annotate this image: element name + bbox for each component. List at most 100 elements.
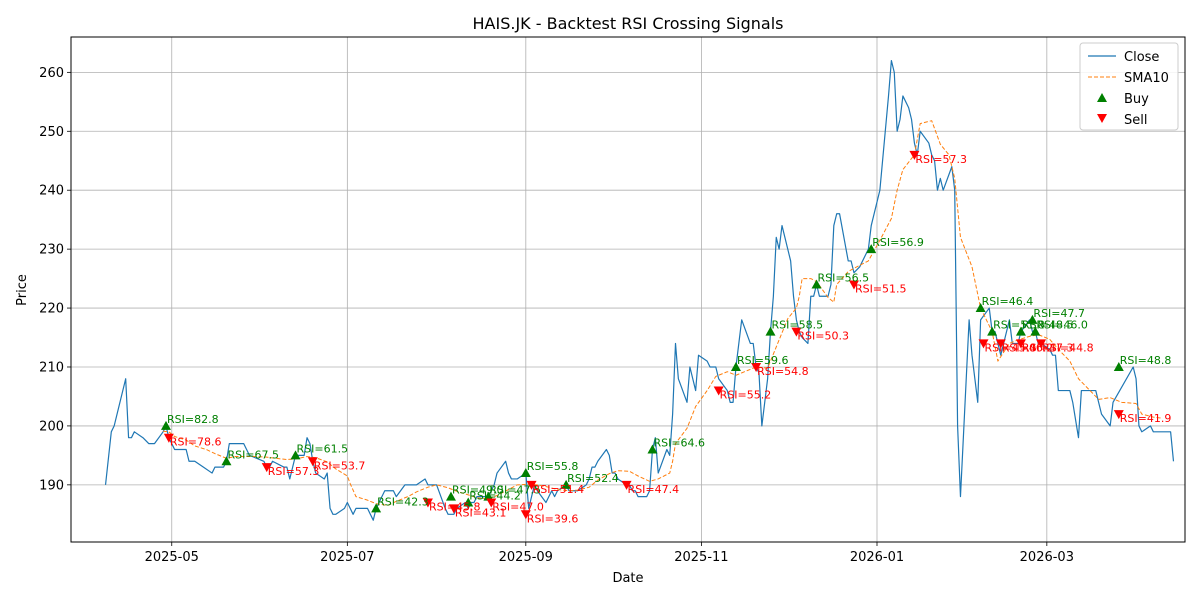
y-tick-label: 220 [39, 302, 64, 317]
buy-label: RSI=47.5 [489, 484, 541, 497]
buy-marker [445, 491, 456, 501]
sell-label: RSI=39.6 [527, 512, 579, 525]
y-tick-label: 230 [39, 243, 64, 258]
buy-label: RSI=52.4 [567, 472, 619, 485]
buy-label: RSI=44.2 [469, 490, 521, 503]
buy-label: RSI=64.6 [653, 436, 705, 449]
y-axis-label: Price [15, 274, 30, 306]
buy-marker [561, 479, 572, 489]
y-axis: 190 200 210 220 230 240 250 260 [39, 66, 71, 493]
sell-marker [163, 433, 174, 443]
buy-marker [463, 497, 474, 507]
buy-marker [221, 456, 232, 466]
x-tick-label: 2025-05 [145, 550, 199, 565]
buy-label: RSI=56.5 [818, 271, 870, 284]
labels-layer: RSI=82.8 RSI=67.5 RSI=61.5 RSI=42.3 RSI=49.0… [167, 153, 1171, 525]
sell-marker [978, 339, 989, 349]
sell-marker [1036, 339, 1047, 349]
buy-label: RSI=61.5 [297, 442, 349, 455]
buy-label: RSI=56.9 [872, 236, 924, 249]
legend: Close SMA10 Buy Sell [1079, 42, 1179, 131]
sell-label: RSI=41.9 [1120, 412, 1172, 425]
buy-marker [160, 420, 171, 430]
sell-label: RSI=57.3 [915, 153, 967, 166]
buy-marker [647, 444, 658, 454]
sell-label: RSI=55.2 [720, 389, 772, 402]
sell-label: RSI=54.8 [757, 365, 809, 378]
buy-marker [483, 491, 494, 501]
buy-label: RSI=46.4 [982, 295, 1034, 308]
buy-marker [811, 279, 822, 289]
x-axis: 2025-05 2025-07 2025-09 2025-11 2026-01 2026-… [145, 542, 1074, 565]
legend-close-label: Close [1124, 50, 1159, 65]
buy-label: RSI=67.5 [227, 448, 279, 461]
sell-label: RSI=47.3 [1022, 341, 1074, 354]
sell-marker [307, 457, 318, 467]
sell-marker [751, 362, 762, 372]
sell-label: RSI=78.6 [170, 436, 222, 449]
sell-marker [520, 510, 531, 520]
sell-marker [1113, 410, 1124, 420]
chart-title: HAIS.JK - Backtest RSI Crossing Signals [473, 14, 784, 33]
legend-sma-label: SMA10 [1124, 71, 1169, 86]
legend-sell-label: Sell [1124, 113, 1147, 128]
sell-marker [909, 150, 920, 160]
buy-label: RSI=51.8 [993, 319, 1045, 332]
sell-marker [848, 280, 859, 290]
x-axis-label: Date [612, 571, 643, 586]
sell-marker [995, 339, 1006, 349]
x-tick-label: 2026-03 [1020, 550, 1074, 565]
buy-label: RSI=42.3 [377, 495, 429, 508]
buy-label: RSI=58.5 [771, 319, 823, 332]
buy-marker [730, 361, 741, 371]
y-tick-label: 250 [39, 125, 64, 140]
buy-marker [371, 503, 382, 513]
legend-buy-label: Buy [1124, 92, 1149, 107]
sell-marker [448, 504, 459, 514]
grid [71, 37, 1185, 542]
buy-marker [290, 450, 301, 460]
sell-marker [1015, 339, 1026, 349]
sma10-line [163, 120, 1163, 506]
sell-marker [261, 463, 272, 473]
buy-marker [520, 468, 531, 478]
legend-box [1079, 42, 1179, 131]
y-tick-label: 260 [39, 66, 64, 81]
buy-label: RSI=55.8 [527, 460, 579, 473]
y-tick-label: 210 [39, 360, 64, 375]
buy-marker [1030, 326, 1041, 336]
sell-label: RSI=46.2 [1002, 341, 1054, 354]
x-tick-label: 2025-11 [674, 550, 728, 565]
x-tick-label: 2025-09 [499, 550, 553, 565]
buy-marker [975, 303, 986, 313]
sell-marker [713, 386, 724, 396]
buy-marker [1015, 326, 1026, 336]
plot-frame [70, 36, 1186, 543]
buy-label: RSI=48.8 [1120, 354, 1172, 367]
x-tick-label: 2026-01 [850, 550, 904, 565]
buy-label: RSI=82.8 [167, 413, 219, 426]
sell-label: RSI=50.3 [797, 330, 849, 343]
buy-marker [866, 244, 877, 254]
sell-label: RSI=45.8 [429, 501, 481, 514]
plot-area: RSI=82.8 RSI=67.5 RSI=61.5 RSI=42.3 RSI=49.0… [104, 59, 1175, 525]
legend-sell-marker [1097, 114, 1107, 123]
sell-label: RSI=44.8 [1042, 341, 1094, 354]
x-tick-label: 2025-07 [320, 550, 374, 565]
buy-marker [1113, 361, 1124, 371]
sell-label: RSI=51.5 [855, 282, 907, 295]
sell-label: RSI=45.0 [985, 341, 1037, 354]
buy-marker [1027, 314, 1038, 324]
sell-label: RSI=51.4 [533, 483, 585, 496]
sell-label: RSI=57.3 [268, 465, 320, 478]
sell-marker [621, 480, 632, 490]
buy-label: RSI=48.5 [1022, 319, 1074, 332]
buy-label: RSI=47.7 [1033, 307, 1085, 320]
y-tick-label: 240 [39, 184, 64, 199]
sell-label: RSI=47.4 [628, 483, 680, 496]
sell-marker [791, 327, 802, 337]
sell-label: RSI=47.0 [492, 501, 544, 514]
sell-marker [486, 498, 497, 508]
